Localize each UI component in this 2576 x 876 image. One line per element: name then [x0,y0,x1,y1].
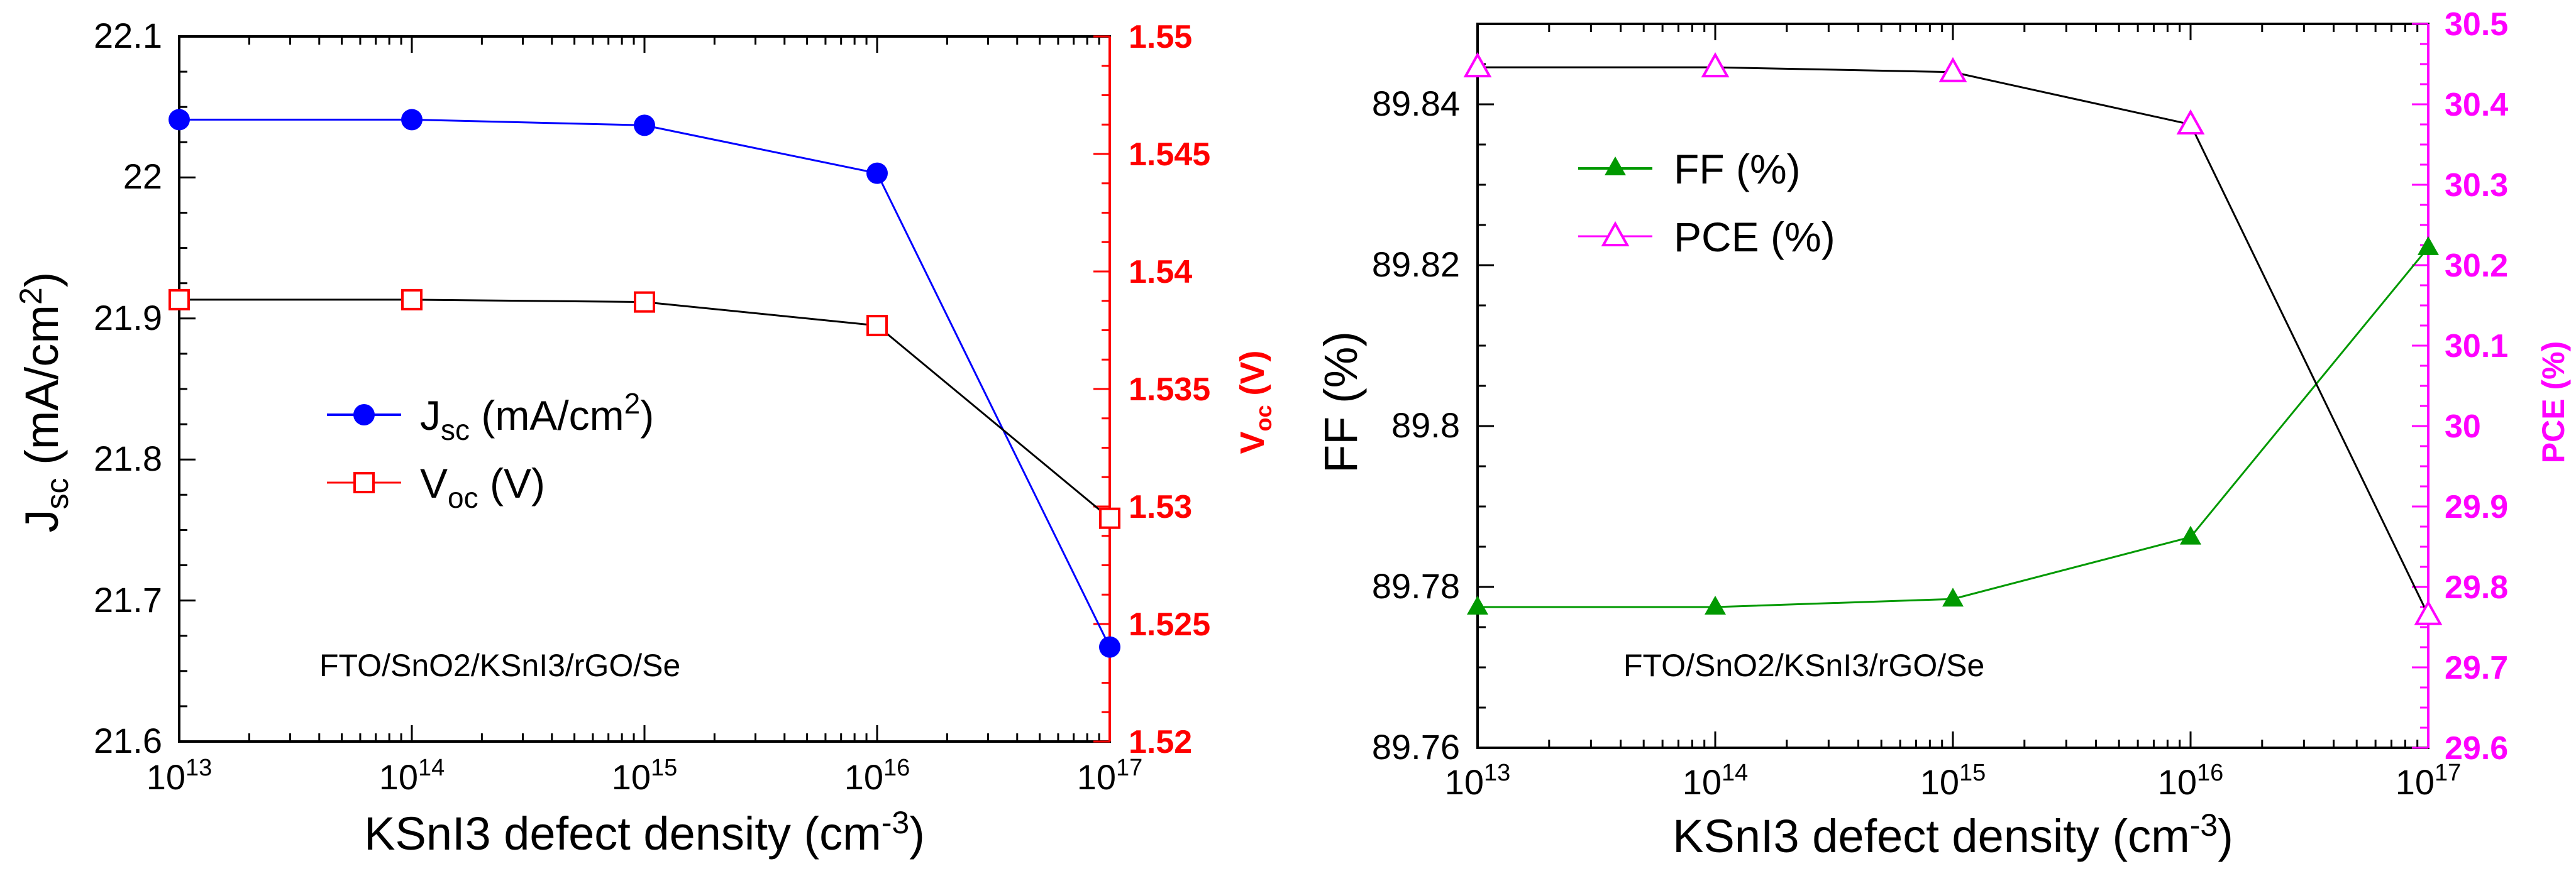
legend-marker-ff [1605,156,1626,175]
x-tick-label: 1015 [612,755,678,797]
series-lines [179,118,1111,648]
x-tick-label: 1014 [379,755,445,797]
y-tick-label: 22.1 [94,16,162,55]
x-tick-label: 1016 [844,755,910,797]
data-point [1705,596,1726,615]
x-axis-title: KSnI3 defect density (cm-3) [1672,808,2233,862]
data-point [2176,109,2205,134]
x-axis-title: KSnI3 defect density (cm-3) [364,805,925,860]
data-point [169,288,190,310]
series-markers [169,109,1120,658]
y-axis-title: FF (%) [1315,331,1367,473]
series-line [1478,246,2430,608]
legend: Jsc (mA/cm2) Voc (V) [327,387,654,514]
series-line [1478,66,2430,616]
data-point [2180,525,2201,545]
y2-tick-label: 29.8 [2445,569,2508,606]
data-point [1099,636,1120,658]
legend-label-voc: Voc (V) [420,460,545,514]
chart-jsc-voc: 21.6 21.7 21.8 21.9 22 22.1 1.52 1.525 1… [13,16,1276,860]
x-tick-label: 1013 [146,755,213,797]
data-point [634,114,655,136]
data-point [1942,588,1964,607]
tick-marks [1476,23,2430,749]
y-axis-title: Jsc (mA/cm2) [13,272,75,533]
data-point [866,315,888,337]
structure-annotation: FTO/SnO2/KSnI3/rGO/Se [319,648,680,683]
x-tick-label: 1013 [1445,760,1511,802]
legend-label-pce: PCE (%) [1674,214,1835,260]
data-point [401,109,423,131]
series-line [179,118,1111,648]
y2-axis-tick-labels: 1.52 1.525 1.53 1.535 1.54 1.545 1.55 [1129,19,1210,760]
series-lines [1478,66,2430,616]
x-tick-label: 1017 [2396,760,2462,802]
data-point [634,291,655,313]
y2-tick-label: 1.535 [1129,371,1210,408]
y2-axis-tick-labels: 29.6 29.7 29.8 29.9 30 30.1 30.2 30.3 30… [2445,6,2508,767]
data-point [2418,236,2439,255]
data-point [2414,600,2443,625]
y-tick-label: 21.9 [94,298,162,337]
x-tick-label: 1016 [2158,760,2224,802]
y2-tick-label: 29.9 [2445,489,2508,525]
y2-tick-label: 30 [2445,408,2481,445]
data-point [169,109,190,131]
y-tick-label: 89.78 [1372,566,1460,606]
y2-tick-label: 30.5 [2445,6,2508,43]
plot-frame [178,35,1111,743]
y2-tick-label: 1.52 [1129,724,1192,760]
chart-ff-pce: 89.76 89.78 89.8 89.82 89.84 29.6 29.7 2… [1315,6,2571,862]
y-tick-label: 21.8 [94,439,162,478]
x-tick-label: 1017 [1077,755,1143,797]
data-point [1938,57,1967,82]
x-tick-label: 1015 [1920,760,1986,802]
x-axis-tick-labels: 1013 1014 1015 1016 1017 [1445,760,2462,802]
y-tick-label: 89.84 [1372,84,1460,123]
tick-marks [178,35,1111,743]
x-tick-label: 1014 [1683,760,1749,802]
legend-marker-voc [353,472,375,493]
x-axis-tick-labels: 1013 1014 1015 1016 1017 [146,755,1143,797]
y-tick-label: 21.6 [94,721,162,760]
y-tick-label: 21.7 [94,580,162,620]
y-tick-label: 89.82 [1372,244,1460,284]
y2-tick-label: 30.3 [2445,167,2508,204]
structure-annotation: FTO/SnO2/KSnI3/rGO/Se [1623,648,1984,683]
series-markers [1463,52,2443,625]
data-point [1463,52,1492,78]
data-point [401,288,423,310]
y-tick-label: 22 [123,156,162,196]
legend-label-ff: FF (%) [1674,146,1801,192]
data-point [1701,52,1730,78]
y2-axis-title: Voc (V) [1234,350,1276,454]
legend-marker-jsc [353,404,375,425]
y2-axis-title: PCE (%) [2536,341,2571,463]
y-axis-tick-labels: 89.76 89.78 89.8 89.82 89.84 [1372,84,1460,767]
y-tick-label: 89.8 [1391,405,1460,445]
y2-tick-label: 1.53 [1129,489,1192,525]
y-axis-tick-labels: 21.6 21.7 21.8 21.9 22 22.1 [94,16,162,760]
legend-marker-pce [1601,221,1630,246]
y2-tick-label: 29.6 [2445,730,2508,767]
y2-tick-label: 1.55 [1129,19,1192,55]
y2-tick-label: 1.525 [1129,606,1210,643]
data-point [1099,507,1120,529]
plot-frame [1476,23,2430,749]
y2-tick-label: 29.7 [2445,650,2508,686]
legend: FF (%) PCE (%) [1578,146,1835,260]
data-point [866,162,888,184]
legend-label-jsc: Jsc (mA/cm2) [420,387,654,446]
y2-tick-label: 30.2 [2445,248,2508,284]
y2-tick-label: 30.4 [2445,87,2508,123]
y2-tick-label: 1.54 [1129,254,1192,290]
y-tick-label: 89.76 [1372,727,1460,767]
data-point [1467,596,1488,615]
y2-tick-label: 1.545 [1129,136,1210,173]
y2-tick-label: 30.1 [2445,328,2508,364]
